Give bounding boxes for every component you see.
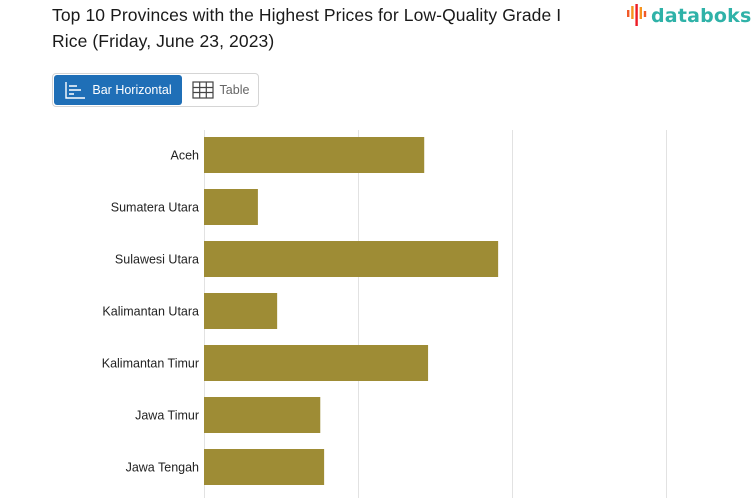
- category-label: Aceh: [171, 149, 200, 163]
- bar-horizontal-button[interactable]: Bar Horizontal: [54, 75, 182, 105]
- databoks-logo[interactable]: databoks: [626, 4, 752, 28]
- table-label: Table: [219, 83, 250, 97]
- bar-kalimantan-timur[interactable]: [204, 345, 429, 381]
- bar-jawa-tengah[interactable]: [204, 449, 325, 485]
- bar-jawa-timur[interactable]: [204, 397, 321, 433]
- category-label: Kalimantan Timur: [102, 357, 199, 371]
- category-label: Kalimantan Utara: [102, 305, 199, 319]
- category-label: Sulawesi Utara: [115, 253, 199, 267]
- bar-horizontal-label: Bar Horizontal: [92, 83, 172, 97]
- chart-title: Top 10 Provinces with the Highest Prices…: [52, 5, 562, 51]
- bar-chart-icon: [65, 82, 86, 99]
- bar-kalimantan-utara[interactable]: [204, 293, 278, 329]
- category-label: Sumatera Utara: [111, 201, 199, 215]
- table-button[interactable]: Table: [183, 74, 258, 106]
- bar-sumatera-utara[interactable]: [204, 189, 258, 225]
- bar-sulawesi-utara[interactable]: [204, 241, 499, 277]
- bar-aceh[interactable]: [204, 137, 425, 173]
- databoks-logo-icon: [627, 4, 647, 26]
- logo-text: databoks: [651, 5, 752, 27]
- category-label: Jawa Tengah: [126, 461, 199, 475]
- table-icon: [191, 81, 214, 99]
- category-label: Jawa Timur: [135, 409, 199, 423]
- view-toggle: Bar Horizontal Table: [52, 73, 259, 107]
